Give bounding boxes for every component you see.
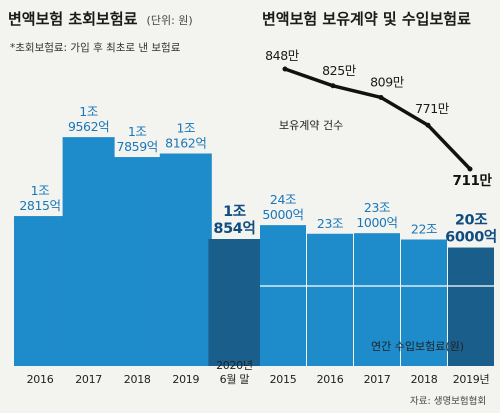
left-bar-value-label: 1조 854억 xyxy=(213,204,255,237)
left-x-tick-label: 2016 xyxy=(27,373,54,386)
contracts-line-point xyxy=(330,83,336,89)
left-bar-value-label: 1조 8162억 xyxy=(165,121,206,151)
left-bar-2020년 6월 말 xyxy=(208,239,261,366)
contracts-line-value-label: 825만 xyxy=(322,63,357,78)
right-bar-2017 xyxy=(354,233,400,366)
contracts-line-point xyxy=(378,94,384,100)
right-bar-value-label: 24조 5000억 xyxy=(262,192,303,222)
left-chart-title: 변액보험 초회보험료 (단위: 원) xyxy=(8,9,193,28)
right-x-tick-label: 2019년 xyxy=(453,373,490,386)
left-bar-2018 xyxy=(111,157,164,366)
right-x-tick-label: 2017 xyxy=(364,373,391,386)
right-bar-value-label: 23조 1000억 xyxy=(356,200,397,230)
left-bar-value-label: 1조 9562억 xyxy=(68,104,109,134)
right-bar-2018 xyxy=(401,239,447,366)
bar-legend-label: 연간 수입보험료(원) xyxy=(371,340,464,353)
contracts-line-value-label: 848만 xyxy=(265,48,300,63)
left-chart-note: *초회보험료: 가입 후 최초로 낸 보험료 xyxy=(10,41,181,54)
line-legend-label: 보유계약 건수 xyxy=(279,118,343,132)
source-note: 자료: 생명보험협회 xyxy=(410,395,486,407)
contracts-line-value-label: 711만 xyxy=(453,173,493,189)
contracts-line-value-label: 771만 xyxy=(415,101,450,116)
right-bar-value-label: 23조 xyxy=(317,216,343,231)
left-x-tick-label: 2018 xyxy=(124,373,151,386)
left-bar-value-label: 1조 2815억 xyxy=(19,183,60,213)
right-x-tick-label: 2018 xyxy=(411,373,438,386)
left-x-tick-label: 2017 xyxy=(75,373,102,386)
right-x-tick-label: 2016 xyxy=(317,373,344,386)
right-bar-2019년 xyxy=(448,247,494,366)
left-bar-group: 1조 2815억 2016 1조 9562억 2017 1조 7859억 2018 1조 8162억… xyxy=(14,104,261,386)
right-x-tick-label: 2015 xyxy=(270,373,297,386)
right-bar-value-label: 22조 xyxy=(411,222,437,237)
right-bar-group: 24조 5000억 2015 23조 2016 23조 1000억 2017 22조 2018 20… xyxy=(260,192,497,386)
contracts-line-value-label: 809만 xyxy=(370,74,405,89)
left-x-tick-label: 2019 xyxy=(172,373,199,386)
right-bar-2016 xyxy=(307,233,353,366)
contracts-line-point xyxy=(282,66,288,72)
left-x-tick-label: 2020년 6월 말 xyxy=(216,359,253,386)
right-bar-value-label: 20조 6000억 xyxy=(445,213,497,246)
left-bar-2016 xyxy=(14,216,66,366)
left-bar-2019 xyxy=(159,153,212,366)
right-bar-2015 xyxy=(260,225,306,366)
right-chart-title: 변액보험 보유계약 및 수입보험료 xyxy=(262,10,471,28)
contracts-line-point xyxy=(467,166,473,172)
right-line-group: 848만 825만 809만 771만 711만 xyxy=(265,48,493,189)
left-bar-2017 xyxy=(62,137,115,366)
contracts-line-point xyxy=(425,122,431,128)
left-bar-value-label: 1조 7859억 xyxy=(117,124,158,154)
